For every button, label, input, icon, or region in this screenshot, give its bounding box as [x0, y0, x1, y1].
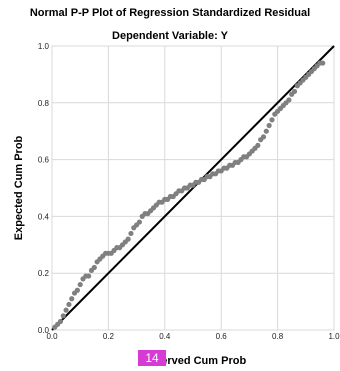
y-tick-label: 0.2: [38, 269, 50, 278]
y-tick-label: 0.4: [38, 212, 50, 221]
data-point: [91, 264, 97, 271]
data-point: [263, 128, 269, 134]
x-tick-label: 1.0: [328, 332, 340, 341]
data-point: [128, 230, 134, 237]
data-point: [86, 273, 92, 279]
grid: [51, 45, 335, 331]
x-tick-label: 0.0: [46, 332, 58, 341]
data-point: [255, 142, 261, 148]
data-point: [77, 281, 83, 288]
data-point: [291, 88, 298, 95]
chart-subtitle: Dependent Variable: Y: [112, 30, 228, 42]
data-point: [69, 296, 75, 302]
data-point: [74, 287, 80, 293]
x-tick-label: 0.6: [216, 332, 228, 341]
chart-title: Normal P-P Plot of Regression Standardiz…: [29, 7, 311, 19]
data-point: [66, 301, 72, 308]
y-axis-ticks: 0.0 0.2 0.4 0.6 0.8 1.0: [38, 42, 50, 335]
x-tick-label: 0.8: [272, 332, 284, 341]
x-tick-label: 0.4: [159, 332, 171, 341]
data-point: [136, 219, 143, 225]
y-tick-label: 0.8: [38, 99, 50, 108]
y-axis-label: Expected Cum Prob: [13, 135, 25, 240]
y-tick-label: 0.6: [38, 156, 50, 165]
page-number-badge: 14: [138, 350, 166, 366]
data-point: [320, 60, 326, 66]
data-point: [57, 318, 64, 325]
data-point: [266, 122, 272, 129]
x-axis-label: Observed Cum Prob: [140, 355, 247, 367]
data-point: [125, 236, 131, 242]
data-points: [52, 60, 326, 330]
data-point: [286, 97, 292, 103]
x-axis-ticks: 0.0 0.2 0.4 0.6 0.8 1.0: [46, 332, 340, 341]
y-tick-label: 1.0: [38, 42, 50, 51]
x-tick-label: 0.2: [103, 332, 115, 341]
data-point: [260, 134, 267, 140]
reference-line: [51, 45, 335, 331]
data-point: [60, 313, 66, 319]
y-tick-label: 0.0: [38, 326, 50, 335]
data-point: [63, 307, 69, 313]
data-point: [269, 117, 275, 123]
